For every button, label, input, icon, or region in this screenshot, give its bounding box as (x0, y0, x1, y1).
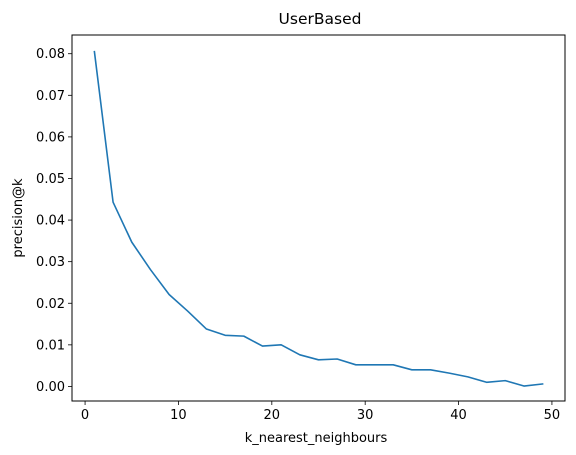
y-tick-label: 0.03 (36, 255, 65, 270)
series-line (93, 50, 544, 387)
y-tick-label: 0.08 (36, 47, 65, 62)
x-tick-label: 40 (450, 408, 467, 423)
x-tick-label: 50 (544, 408, 561, 423)
y-tick-label: 0.04 (36, 214, 65, 229)
y-axis-label: precision@k (11, 178, 26, 258)
x-tick-label: 30 (357, 408, 374, 423)
x-axis-ticks: 0 10 20 30 40 50 (81, 401, 560, 423)
y-axis-ticks: 0.00 0.01 0.02 0.03 0.04 0.05 0.06 0.07 0.08 (36, 47, 72, 395)
x-axis-label: k_nearest_neighbours (245, 431, 388, 446)
y-tick-label: 0.06 (36, 130, 65, 145)
series-layer (93, 50, 544, 387)
y-tick-label: 0.00 (36, 380, 65, 395)
x-tick-label: 0 (81, 408, 89, 423)
x-tick-label: 10 (170, 408, 187, 423)
axes-frame (71, 34, 566, 402)
y-tick-label: 0.05 (36, 172, 65, 187)
x-tick-label: 20 (264, 408, 281, 423)
chart-title: UserBased (279, 10, 362, 28)
y-tick-label: 0.01 (36, 338, 65, 353)
y-tick-label: 0.02 (36, 297, 65, 312)
y-tick-label: 0.07 (36, 89, 65, 104)
